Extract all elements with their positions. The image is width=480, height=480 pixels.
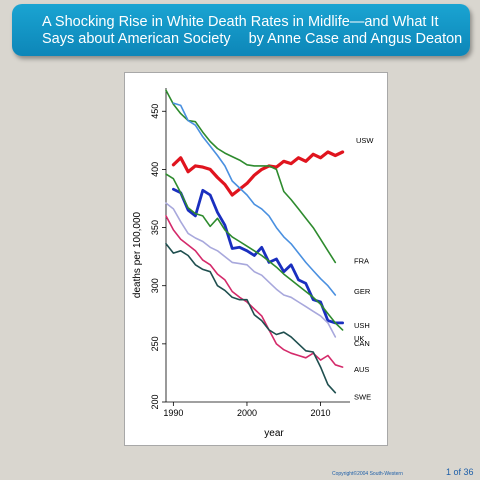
series-label-fra: FRA bbox=[354, 256, 369, 265]
series-label-can: CAN bbox=[354, 339, 370, 348]
title-banner: A Shocking Rise in White Death Rates in … bbox=[12, 4, 470, 56]
y-tick-label: 300 bbox=[150, 278, 160, 293]
page-number: 1 of 36 bbox=[446, 467, 474, 477]
series-line-aus bbox=[165, 215, 344, 368]
slide-title-block: A Shocking Rise in White Death Rates in … bbox=[42, 14, 472, 48]
x-tick-label: 2010 bbox=[311, 408, 331, 418]
y-axis-title: deaths per 100,000 bbox=[132, 211, 143, 298]
copyright-notice: Copyright©2004 South-Western bbox=[332, 471, 403, 477]
chart-frame bbox=[124, 72, 388, 446]
y-tick-label: 250 bbox=[150, 336, 160, 351]
y-tick-label: 400 bbox=[150, 162, 160, 177]
x-tick-label: 1990 bbox=[163, 408, 183, 418]
series-line-uk bbox=[165, 173, 344, 331]
series-line-ger bbox=[172, 102, 337, 296]
series-label-uk: UK bbox=[354, 334, 364, 343]
series-line-swe bbox=[165, 243, 337, 394]
x-tick-label: 2000 bbox=[237, 408, 257, 418]
y-tick-label: 450 bbox=[150, 104, 160, 119]
series-label-aus: AUS bbox=[354, 365, 369, 374]
x-axis-title: year bbox=[264, 428, 284, 439]
series-line-fra bbox=[165, 89, 337, 264]
series-label-ger: GER bbox=[354, 287, 371, 296]
series-line-usw bbox=[171, 150, 345, 197]
series-label-ush: USH bbox=[354, 321, 370, 330]
series-label-swe: SWE bbox=[354, 393, 371, 402]
series-label-usw: USW bbox=[356, 136, 374, 145]
slide-title: A Shocking Rise in White Death Rates in … bbox=[42, 14, 439, 47]
y-tick-label: 350 bbox=[150, 220, 160, 235]
series-line-can bbox=[165, 202, 337, 338]
series-line-ush bbox=[172, 187, 344, 325]
slide-author: by Anne Case and Angus Deaton bbox=[248, 31, 463, 47]
y-tick-label: 200 bbox=[150, 394, 160, 409]
